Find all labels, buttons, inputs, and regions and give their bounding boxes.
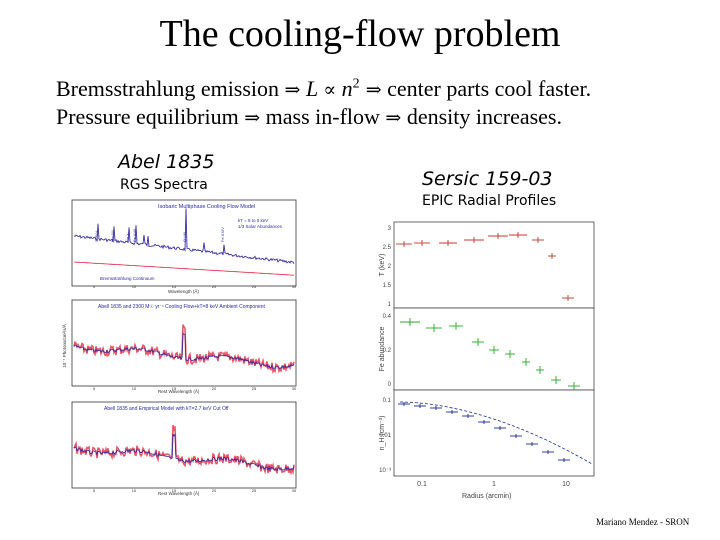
x-tick-label: 30 [292, 386, 297, 391]
y-tick-label: 1 [388, 302, 392, 308]
emission-line-label: O VIII [182, 232, 187, 242]
profile-y-ticks: 1 1.5 2 2.5 3 0 0.2 0.4 10⁻³ 0.01 0.1 [379, 226, 392, 474]
y-tick-label: 0.1 [383, 398, 392, 404]
panel-3-title: Abell 1835 and Empirical Model with kT=2… [104, 406, 229, 412]
exponent: 2 [352, 76, 360, 92]
panel-1-title: Isobaric Multiphase Cooling Flow Model [158, 204, 255, 210]
x-tick-label: 25 [252, 284, 257, 289]
proportional-symbol: ∝ [323, 79, 337, 101]
implies-symbol: ⇒ [244, 107, 261, 129]
x-tick-label: 10 [132, 386, 137, 391]
emission-line-label: Si XIV [94, 231, 99, 242]
x-tick-label: 30 [292, 284, 297, 289]
statement-bremsstrahlung: Bremsstrahlung emission ⇒ L ∝ n2 ⇒ cente… [56, 76, 591, 102]
x-tick-label: 15 [172, 284, 177, 289]
density-model-curve [399, 401, 593, 465]
panel-1-xlabel: Wavelength (Å) [168, 288, 199, 294]
temperature-ylabel: T (keV) [379, 254, 386, 277]
radius-xlabel: Radius (arcmin) [462, 493, 511, 500]
y-tick-label: 1.5 [383, 283, 392, 289]
density-ylabel: n_H (cm⁻³) [379, 416, 386, 451]
implies-symbol: ⇒ [359, 79, 382, 101]
emission-line-label: Ne X [125, 233, 130, 242]
cooling-flow-model-spectrum [73, 208, 295, 264]
implies-symbol: ⇒ [385, 107, 402, 129]
x-tick-label: 20 [212, 488, 217, 493]
abundance-profile-points [400, 318, 580, 390]
text-segment: mass in-flow [260, 104, 386, 129]
implies-symbol: ⇒ [284, 79, 301, 101]
y-tick-label: 10⁻³ [379, 468, 391, 474]
y-tick-label: 0.2 [383, 348, 392, 354]
spectrum-panel-3-frame [71, 401, 297, 489]
emission-line-labels: Si XIV Mg XII Ne X Fe XVII O VIII Fe XXIV [94, 227, 225, 242]
x-tick-label: 5 [93, 284, 96, 289]
text-segment: center parts cool faster. [381, 76, 592, 101]
x-tick-label: 10 [132, 488, 137, 493]
profile-x-ticks: 0.1 1 10 [417, 481, 570, 488]
bremsstrahlung-continuum [73, 261, 295, 276]
x-tick-label: 15 [172, 386, 177, 391]
x-tick-label: 10 [562, 481, 570, 488]
slide-title: The cooling-flow problem [159, 13, 561, 55]
y-tick-label: 0.4 [383, 314, 392, 320]
x-tick-label: 1 [492, 481, 496, 488]
x-tick-label: 20 [212, 284, 217, 289]
panel-3-model [73, 433, 295, 472]
panel-1-legend-2: 1/3 Solar Abundances [238, 224, 283, 229]
x-tick-label: 30 [292, 488, 297, 493]
panel-3-data [73, 424, 295, 476]
panel-2-model [73, 332, 295, 370]
sersic-figure-title: Sersic 159-03 [422, 168, 553, 190]
epic-radial-profiles-figure: T (keV) Fe abundance n_H (cm⁻³) 1 1.5 2 2.5… [379, 221, 595, 500]
text-segment: Pressure equilibrium [56, 104, 245, 129]
spectra-ylabel: 10⁻⁴ Photons/cm²/s/Å [61, 324, 67, 368]
abel-figure-title: Abel 1835 [118, 151, 215, 173]
y-tick-label: 2 [388, 264, 392, 270]
temperature-panel-frame [393, 221, 595, 309]
x-tick-label: 5 [93, 386, 96, 391]
abel-figure-subtitle: RGS Spectra [120, 177, 208, 193]
emission-line-label: Fe XXIV [220, 227, 225, 242]
density-symbol: n [336, 76, 353, 101]
author-credit: Mariano Mendez - SRON [596, 517, 690, 527]
y-tick-label: 3 [388, 226, 392, 232]
y-tick-label: 0 [388, 382, 392, 388]
x-tick-label: 10 [132, 284, 137, 289]
x-tick-label: 25 [252, 386, 257, 391]
y-tick-label: 0.01 [379, 433, 391, 439]
text-segment: Bremsstrahlung emission [56, 76, 285, 101]
y-tick-label: 2.5 [383, 245, 392, 251]
x-tick-label: 25 [252, 488, 257, 493]
density-panel-frame [393, 389, 595, 477]
temperature-profile-points [396, 232, 574, 301]
rgs-spectra-figure: Isobaric Multiphase Cooling Flow Model k… [61, 199, 297, 496]
emission-line-label: Fe XVII [132, 229, 137, 242]
statement-pressure: Pressure equilibrium ⇒ mass in-flow ⇒ de… [56, 104, 562, 130]
panel-2-data [73, 324, 295, 374]
text-segment: density increases. [401, 104, 562, 129]
panel-1-caption: Bremsstrahlung Continuum [100, 276, 155, 281]
panel-2-title: Abell 1835 and 2300 M☉ yr⁻¹ Cooling Flow… [98, 304, 266, 310]
emission-line-label: Mg XII [110, 230, 115, 242]
panel-2-xlabel: Rest Wavelength (Å) [158, 388, 200, 394]
x-tick-label: 0.1 [417, 481, 427, 488]
x-tick-label: 20 [212, 386, 217, 391]
spectra-x-ticks: 5 5 5 10 10 10 15 15 15 20 20 20 25 25 25 30 30 30 [93, 284, 297, 493]
x-tick-label: 15 [172, 488, 177, 493]
panel-1-legend-1: kT = 8 to 0 keV [238, 218, 268, 223]
density-profile-points [398, 402, 570, 462]
sersic-figure-subtitle: EPIC Radial Profiles [422, 193, 557, 209]
abundance-ylabel: Fe abundance [379, 327, 386, 372]
spectrum-panel-2-frame [71, 299, 297, 387]
panel-3-xlabel: Rest Wavelength (Å) [158, 490, 200, 496]
spectrum-panel-1-frame [71, 199, 297, 287]
x-tick-label: 5 [93, 488, 96, 493]
luminosity-symbol: L [300, 76, 324, 101]
